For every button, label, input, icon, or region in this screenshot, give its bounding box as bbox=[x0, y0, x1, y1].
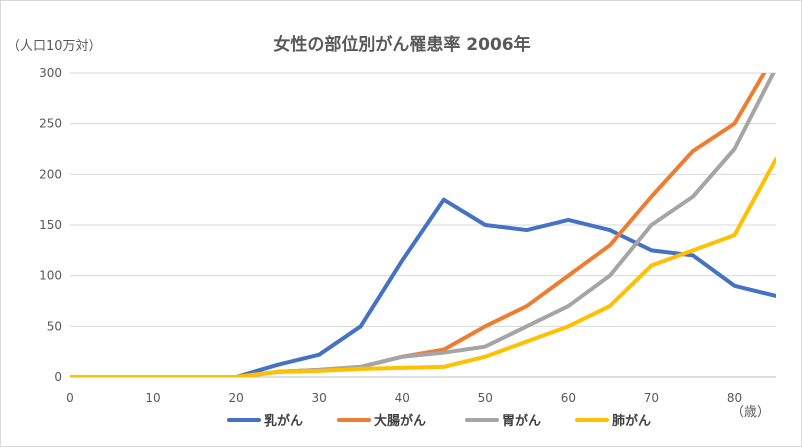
x-tick-label: 80 bbox=[727, 391, 742, 405]
x-tick-label: 40 bbox=[395, 391, 410, 405]
legend: 乳がん 大腸がん 胃がん 肺がん bbox=[227, 413, 651, 429]
legend-label: 大腸がん bbox=[374, 413, 426, 429]
x-tick-label: 20 bbox=[228, 391, 243, 405]
y-axis-unit-label: （人口10万対） bbox=[7, 39, 102, 54]
axes: 0 50 100 150 200 250 300 0 10 20 30 40 50 60 70 80 bbox=[39, 66, 742, 405]
series-line bbox=[70, 197, 776, 377]
series-lines bbox=[70, 73, 776, 377]
x-tick-label: 0 bbox=[66, 391, 74, 405]
gridlines bbox=[70, 72, 776, 378]
chart-title: 女性の部位別がん罹患率 2006年 bbox=[273, 34, 530, 55]
y-tick-label: 100 bbox=[39, 269, 62, 283]
series-line bbox=[70, 73, 776, 377]
legend-label: 肺がん bbox=[612, 413, 651, 429]
y-tick-label: 250 bbox=[39, 117, 62, 131]
x-tick-label: 60 bbox=[561, 391, 576, 405]
y-tick-label: 150 bbox=[39, 218, 62, 232]
y-tick-label: 300 bbox=[39, 66, 62, 80]
series-line bbox=[70, 73, 767, 377]
y-tick-label: 0 bbox=[54, 370, 62, 384]
x-tick-label: 30 bbox=[312, 391, 327, 405]
x-tick-label: 50 bbox=[478, 391, 493, 405]
legend-label: 胃がん bbox=[502, 413, 541, 429]
x-tick-label: 70 bbox=[644, 391, 659, 405]
y-tick-label: 50 bbox=[47, 319, 62, 333]
y-tick-label: 200 bbox=[39, 167, 62, 181]
legend-label: 乳がん bbox=[264, 413, 303, 429]
x-axis-unit-label: （歳） bbox=[731, 405, 770, 420]
x-tick-label: 10 bbox=[145, 391, 160, 405]
series-line bbox=[70, 157, 776, 377]
